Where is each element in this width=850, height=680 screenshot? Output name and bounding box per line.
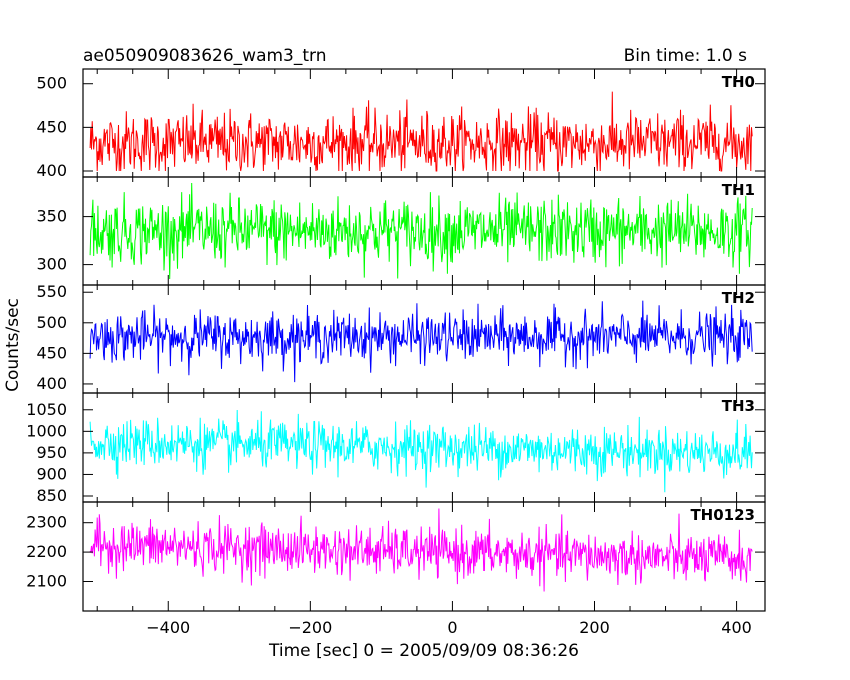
y-tick-label: 500 xyxy=(36,74,67,93)
panel-label-th2: TH2 xyxy=(722,289,755,307)
panel-th0: 400 450 500 TH0 xyxy=(36,68,766,180)
chart-title: ae050909083626_wam3_trn xyxy=(83,46,327,66)
y-tick-label: 500 xyxy=(36,313,67,332)
series-line-th0123 xyxy=(89,508,753,592)
panel-label-th0: TH0 xyxy=(722,73,755,91)
series-line-th1 xyxy=(89,182,753,280)
panel-th0123: 2100 2200 2300 TH0123 xyxy=(26,501,766,612)
y-tick-label: 550 xyxy=(36,282,67,301)
y-tick-label: 300 xyxy=(36,255,67,274)
y-tick-label: 900 xyxy=(36,464,67,483)
x-tick-label: 200 xyxy=(579,618,610,637)
y-tick-label: 400 xyxy=(36,374,67,393)
x-tick-label: 0 xyxy=(447,618,457,637)
x-tick-label: −200 xyxy=(288,618,332,637)
x-axis: −400 −200 0 200 400 xyxy=(146,618,752,637)
y-tick-label: 350 xyxy=(36,207,67,226)
y-tick-label: 1000 xyxy=(26,421,67,440)
bin-time-label: Bin time: 1.0 s xyxy=(624,46,748,66)
panel-label-th0123: TH0123 xyxy=(690,506,755,524)
series-line-th0 xyxy=(89,91,753,172)
x-axis-label: Time [sec] 0 = 2005/09/09 08:36:26 xyxy=(268,641,579,661)
y-tick-label: 950 xyxy=(36,443,67,462)
y-tick-label: 2100 xyxy=(26,571,67,590)
panel-th3: 850 900 950 1000 1050 TH3 xyxy=(26,392,766,505)
y-tick-label: 1050 xyxy=(26,400,67,419)
y-tick-label: 2200 xyxy=(26,542,67,561)
y-tick-label: 450 xyxy=(36,117,67,136)
y-axis-label: Counts/sec xyxy=(3,298,23,392)
panel-frame xyxy=(82,501,766,612)
panels-group: 400 450 500 TH0 300 350 TH1 400 450 500 550 TH2 850 9… xyxy=(26,68,766,612)
panel-th1: 300 350 TH1 xyxy=(36,176,766,286)
x-tick-label: −400 xyxy=(146,618,190,637)
y-tick-label: 400 xyxy=(36,161,67,180)
series-line-th2 xyxy=(89,300,753,383)
x-tick-label: 400 xyxy=(721,618,752,637)
panel-th2: 400 450 500 550 TH2 xyxy=(36,282,766,394)
y-tick-label: 450 xyxy=(36,343,67,362)
panel-label-th3: TH3 xyxy=(722,397,755,415)
series-line-th3 xyxy=(89,409,753,493)
y-tick-label: 850 xyxy=(36,486,67,505)
y-tick-label: 2300 xyxy=(26,513,67,532)
panel-label-th1: TH1 xyxy=(722,181,755,199)
